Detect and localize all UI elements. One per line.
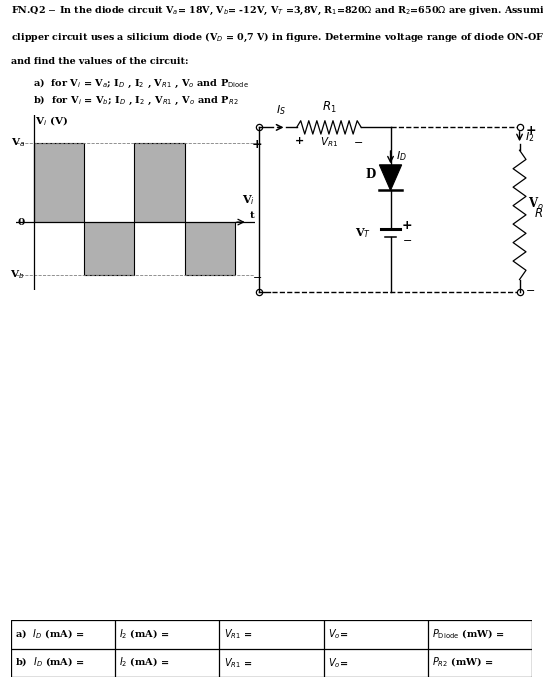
- Text: clipper circuit uses a silicium diode (V$_D$ = 0,7 V) in figure. Determine volta: clipper circuit uses a silicium diode (V…: [11, 31, 543, 44]
- Text: b)  for V$_i$ = V$_b$; I$_D$ , I$_2$ , V$_{R1}$ , V$_o$ and P$_{R2}$: b) for V$_i$ = V$_b$; I$_D$ , I$_2$ , V$…: [33, 94, 238, 107]
- Text: $-$: $-$: [526, 284, 535, 293]
- Text: +: +: [295, 136, 304, 146]
- Text: FN.Q2 $-$ In the diode circuit V$_a$= 18V, V$_b$= -12V, V$_T$ =3,8V, R$_1$=820$\: FN.Q2 $-$ In the diode circuit V$_a$= 18…: [11, 5, 543, 17]
- Text: $-$: $-$: [252, 271, 262, 281]
- Text: t: t: [250, 211, 255, 220]
- Text: $V_o$=: $V_o$=: [328, 627, 348, 642]
- Text: $P_{\rm Diode}$ (mW) =: $P_{\rm Diode}$ (mW) =: [432, 628, 504, 641]
- Text: a)  for V$_i$ = V$_a$; I$_D$ , I$_2$ , V$_{R1}$ , V$_o$ and P$_{\rm Diode}$: a) for V$_i$ = V$_a$; I$_D$ , I$_2$ , V$…: [33, 77, 249, 90]
- Text: b)  $I_D$ (mA) =: b) $I_D$ (mA) =: [15, 656, 85, 669]
- Text: V$_o$: V$_o$: [528, 195, 543, 212]
- Text: $I_2$ (mA) =: $I_2$ (mA) =: [119, 628, 170, 641]
- Text: +: +: [402, 219, 412, 232]
- Text: D: D: [365, 168, 375, 181]
- Text: $-$: $-$: [402, 234, 412, 244]
- Text: V$_i$ (V): V$_i$ (V): [35, 115, 68, 128]
- Text: V$_i$: V$_i$: [242, 194, 255, 207]
- Polygon shape: [380, 165, 402, 190]
- Text: $I_2$ (mA) =: $I_2$ (mA) =: [119, 656, 170, 669]
- Text: 0: 0: [17, 218, 25, 227]
- Text: $V_{R1}$ =: $V_{R1}$ =: [224, 655, 252, 670]
- Text: $V_o$=: $V_o$=: [328, 655, 348, 670]
- Text: and find the values of the circuit:: and find the values of the circuit:: [11, 57, 188, 66]
- Text: V$_a$: V$_a$: [11, 136, 25, 149]
- Text: V$_b$: V$_b$: [10, 269, 25, 282]
- Text: $R_2$: $R_2$: [534, 207, 543, 223]
- Text: $I_2$: $I_2$: [525, 131, 534, 144]
- Text: $V_{R1}$: $V_{R1}$: [320, 135, 338, 149]
- Text: $-$: $-$: [353, 136, 363, 146]
- Text: V$_T$: V$_T$: [356, 226, 371, 240]
- Text: +: +: [526, 124, 536, 137]
- Text: +: +: [252, 138, 262, 151]
- Text: $I_D$: $I_D$: [396, 149, 407, 164]
- Text: $V_{R1}$ =: $V_{R1}$ =: [224, 627, 252, 642]
- Text: $P_{R2}$ (mW) =: $P_{R2}$ (mW) =: [432, 656, 494, 669]
- Text: $R_1$: $R_1$: [321, 100, 336, 115]
- Text: $I_S$: $I_S$: [276, 103, 286, 117]
- Text: a)  $I_D$ (mA) =: a) $I_D$ (mA) =: [15, 628, 84, 641]
